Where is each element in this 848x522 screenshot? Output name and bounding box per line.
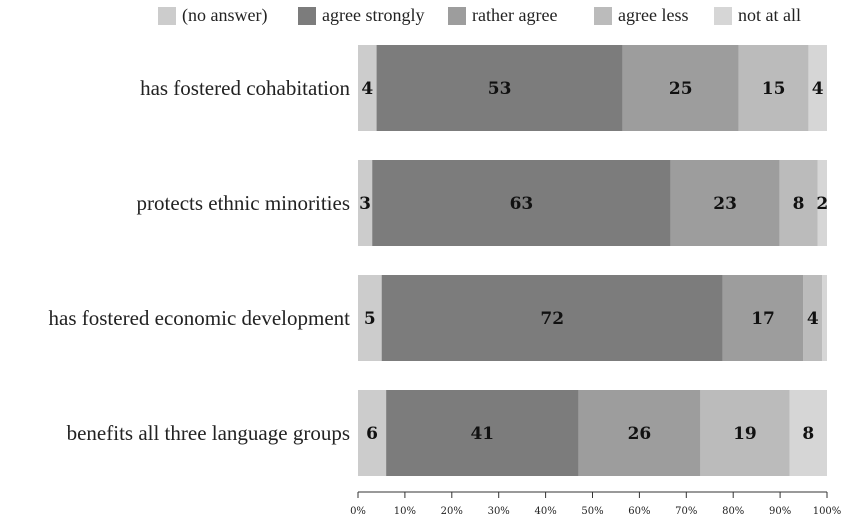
x-tick-label: 30% (488, 506, 510, 517)
category-label: has fostered economic development (49, 306, 351, 330)
legend-label-agree-less: agree less (618, 5, 689, 25)
data-label: 4 (361, 79, 373, 99)
legend-label-not-at-all: not at all (738, 5, 801, 25)
x-tick-label: 40% (534, 506, 556, 517)
bar-segment-not-at-all (789, 390, 827, 476)
x-tick-label: 0% (350, 506, 366, 517)
bar-segment-agree-less (779, 160, 818, 246)
legend-swatch-not-at-all (714, 6, 732, 25)
bar-segment-rather-agree (670, 160, 780, 246)
legend-item-rather-agree: rather agree (448, 5, 557, 26)
bar-segment-rather-agree (578, 390, 701, 476)
category-label: protects ethnic minorities (137, 191, 350, 215)
legend-swatch-agree-less (594, 6, 612, 25)
legend-item-agree-less: agree less (594, 5, 688, 26)
data-label: 15 (762, 79, 786, 99)
x-tick-label: 20% (441, 506, 463, 517)
data-label: 72 (540, 309, 564, 329)
category-label: has fostered cohabitation (140, 76, 350, 100)
data-label: 5 (364, 309, 376, 329)
bar-segment-agree-less (700, 390, 790, 476)
legend-item-no-answer: (no answer) (158, 5, 267, 26)
bar-segment-agree-strongly (376, 45, 623, 131)
bar-segment-not-at-all (817, 160, 827, 246)
data-label: 8 (793, 194, 805, 214)
legend-swatch-no-answer (158, 6, 176, 25)
category-label: benefits all three language groups (67, 421, 350, 445)
bar-segment-agree-less (738, 45, 809, 131)
data-label: 3 (359, 194, 371, 214)
bar-segment-no-answer (358, 45, 377, 131)
legend-label-no-answer: (no answer) (182, 5, 268, 25)
bar-segment-agree-strongly (386, 390, 579, 476)
x-tick-label: 10% (394, 506, 416, 517)
bar-segment-agree-strongly (372, 160, 671, 246)
data-label: 8 (802, 424, 814, 444)
x-tick-label: 80% (722, 506, 744, 517)
data-label: 63 (510, 194, 534, 214)
bar-segment-agree-less (803, 275, 823, 361)
x-tick-label: 90% (769, 506, 791, 517)
data-label: 23 (713, 194, 737, 214)
x-tick-label: 60% (628, 506, 650, 517)
legend-label-agree-strongly: agree strongly (322, 5, 425, 25)
data-label: 4 (812, 79, 824, 99)
x-tick-label: 70% (675, 506, 697, 517)
legend-item-not-at-all: not at all (714, 5, 801, 26)
bar-segment-rather-agree (722, 275, 804, 361)
legend: (no answer) agree strongly rather agree … (0, 5, 848, 33)
legend-swatch-rather-agree (448, 6, 466, 25)
legend-label-rather-agree: rather agree (472, 5, 558, 25)
data-label: 53 (488, 79, 512, 99)
legend-item-agree-strongly: agree strongly (298, 5, 424, 26)
data-label: 17 (751, 309, 775, 329)
data-label: 25 (669, 79, 693, 99)
bar-segment-no-answer (358, 160, 373, 246)
x-tick-label: 100% (813, 506, 842, 517)
bar-segment-no-answer (358, 275, 382, 361)
bar-segment-rather-agree (622, 45, 739, 131)
bar-segment-agree-strongly (381, 275, 723, 361)
data-label: 26 (628, 424, 652, 444)
x-tick-label: 50% (581, 506, 603, 517)
bar-segment-not-at-all (822, 275, 827, 361)
data-label: 4 (807, 309, 819, 329)
bar-segment-not-at-all (808, 45, 827, 131)
bar-segment-no-answer (358, 390, 387, 476)
data-label: 6 (366, 424, 378, 444)
data-label: 41 (470, 424, 494, 444)
data-label: 19 (733, 424, 757, 444)
data-label: 2 (816, 194, 828, 214)
legend-swatch-agree-strongly (298, 6, 316, 25)
